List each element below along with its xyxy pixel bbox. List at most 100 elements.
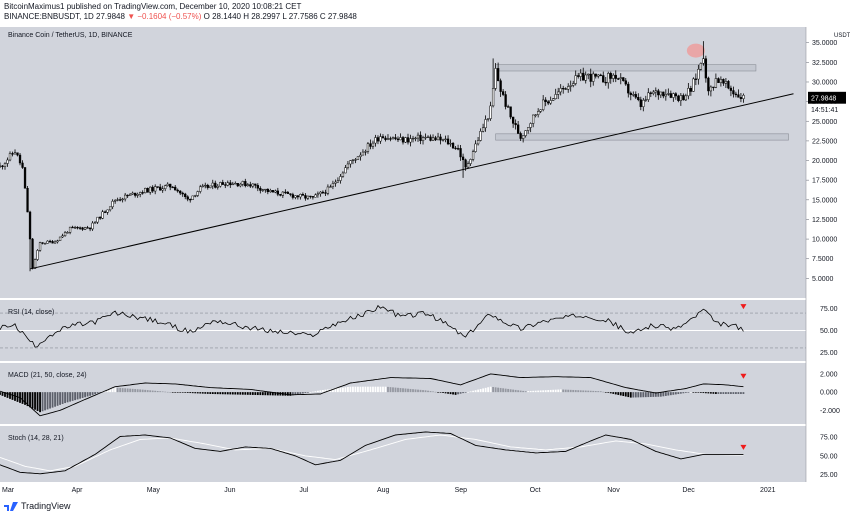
candle-body bbox=[391, 137, 395, 140]
candle-body bbox=[334, 181, 337, 184]
macd-histogram-bar bbox=[354, 386, 357, 393]
candle-body bbox=[174, 186, 177, 191]
macd-histogram-bar bbox=[344, 387, 347, 393]
macd-histogram-bar bbox=[56, 392, 59, 406]
macd-histogram-bar bbox=[514, 389, 517, 393]
candle-body bbox=[229, 182, 232, 186]
macd-histogram-bar bbox=[604, 392, 607, 393]
macd-histogram-bar bbox=[176, 392, 179, 393]
macd-histogram-bar bbox=[269, 392, 272, 396]
macd-histogram-bar bbox=[504, 388, 507, 393]
macd-histogram-bar bbox=[131, 388, 134, 393]
macd-histogram-bar bbox=[394, 387, 397, 393]
candle-body bbox=[361, 151, 365, 156]
macd-histogram-bar bbox=[271, 392, 274, 396]
stoch-tick-label: 25.00 bbox=[820, 472, 838, 479]
macd-histogram-bar bbox=[332, 388, 334, 393]
candle-body bbox=[211, 182, 214, 187]
candle-body bbox=[354, 159, 357, 161]
candle-body bbox=[281, 191, 285, 196]
candle-body bbox=[677, 95, 680, 101]
macd-histogram-bar bbox=[377, 386, 379, 393]
macd-histogram-bar bbox=[549, 389, 552, 393]
candle-body bbox=[529, 123, 532, 128]
macd-pane: MACD (21, 50, close, 24) bbox=[0, 372, 747, 417]
candle-body bbox=[276, 190, 279, 195]
candle-body bbox=[707, 77, 710, 92]
candle-body bbox=[331, 183, 335, 187]
high-value: H 28.2997 bbox=[243, 12, 281, 21]
candle-body bbox=[451, 143, 455, 149]
macd-histogram-bar bbox=[126, 388, 129, 393]
macd-histogram-bar bbox=[121, 388, 124, 393]
macd-histogram-bar bbox=[374, 386, 377, 393]
candle-body bbox=[619, 77, 622, 79]
candle-body bbox=[351, 159, 355, 161]
candle-body bbox=[356, 156, 360, 160]
macd-histogram-bar bbox=[54, 392, 56, 407]
candle-body bbox=[216, 185, 219, 188]
candle-body bbox=[547, 101, 550, 104]
candle-body bbox=[431, 137, 435, 141]
macd-histogram-bar bbox=[519, 390, 522, 393]
macd-histogram-bar bbox=[562, 389, 565, 393]
candle-body bbox=[449, 143, 452, 145]
candle-body bbox=[461, 156, 465, 161]
candle-body bbox=[724, 81, 728, 84]
time-tick-label: Aug bbox=[377, 487, 390, 494]
macd-histogram-bar bbox=[424, 390, 427, 393]
macd-histogram-bar bbox=[14, 392, 16, 401]
last-price-badge bbox=[808, 91, 846, 104]
macd-histogram-bar bbox=[314, 391, 317, 393]
candle-body bbox=[274, 190, 277, 193]
open-value: O 28.1440 bbox=[203, 12, 241, 21]
macd-histogram-bar bbox=[337, 388, 339, 393]
candle-body bbox=[439, 136, 442, 141]
candle-body bbox=[614, 74, 617, 79]
candle-body bbox=[419, 134, 422, 142]
ascending-trendline bbox=[29, 93, 794, 270]
candle-body bbox=[176, 189, 179, 192]
macd-histogram-bar bbox=[732, 392, 735, 394]
macd-histogram-bar bbox=[362, 386, 364, 393]
candle-body bbox=[629, 92, 632, 95]
candle-body bbox=[737, 94, 740, 98]
candle-body bbox=[61, 235, 64, 238]
candle-body bbox=[36, 250, 39, 260]
candle-body bbox=[501, 91, 505, 95]
macd-histogram-bar bbox=[622, 392, 625, 397]
macd-histogram-bar bbox=[740, 392, 742, 394]
macd-histogram-bar bbox=[639, 392, 642, 398]
candle-body bbox=[379, 136, 382, 142]
candle-body bbox=[639, 99, 642, 107]
candle-body bbox=[682, 95, 685, 101]
candle-body bbox=[359, 154, 362, 157]
candle-body bbox=[637, 97, 640, 100]
macd-histogram-bar bbox=[392, 387, 394, 393]
candle-body bbox=[647, 92, 650, 100]
macd-histogram-bar bbox=[559, 389, 562, 393]
candle-body bbox=[78, 227, 82, 229]
macd-histogram-bar bbox=[527, 391, 530, 393]
macd-histogram-bar bbox=[306, 392, 309, 393]
candle-body bbox=[486, 118, 490, 120]
candle-body bbox=[316, 193, 320, 196]
candle-body bbox=[191, 195, 194, 200]
macd-histogram-bar bbox=[111, 388, 114, 393]
candle-body bbox=[484, 119, 487, 129]
macd-histogram-bar bbox=[532, 390, 535, 393]
macd-histogram-bar bbox=[51, 392, 54, 408]
candle-body bbox=[456, 148, 460, 150]
candle-body bbox=[454, 147, 457, 150]
macd-histogram-bar bbox=[727, 392, 730, 394]
macd-histogram-bar bbox=[364, 386, 367, 393]
candle-body bbox=[279, 194, 282, 196]
down-triangle-icon: ▼ bbox=[127, 12, 136, 21]
candle-body bbox=[506, 106, 510, 108]
candle-body bbox=[689, 87, 693, 92]
chart-canvas[interactable]: Binance Coin / TetherUS, 1D, BINANCE RSI… bbox=[0, 25, 850, 495]
candle-body bbox=[612, 74, 615, 79]
candle-body bbox=[489, 105, 492, 119]
candle-body bbox=[159, 186, 162, 191]
candle-body bbox=[577, 75, 580, 77]
